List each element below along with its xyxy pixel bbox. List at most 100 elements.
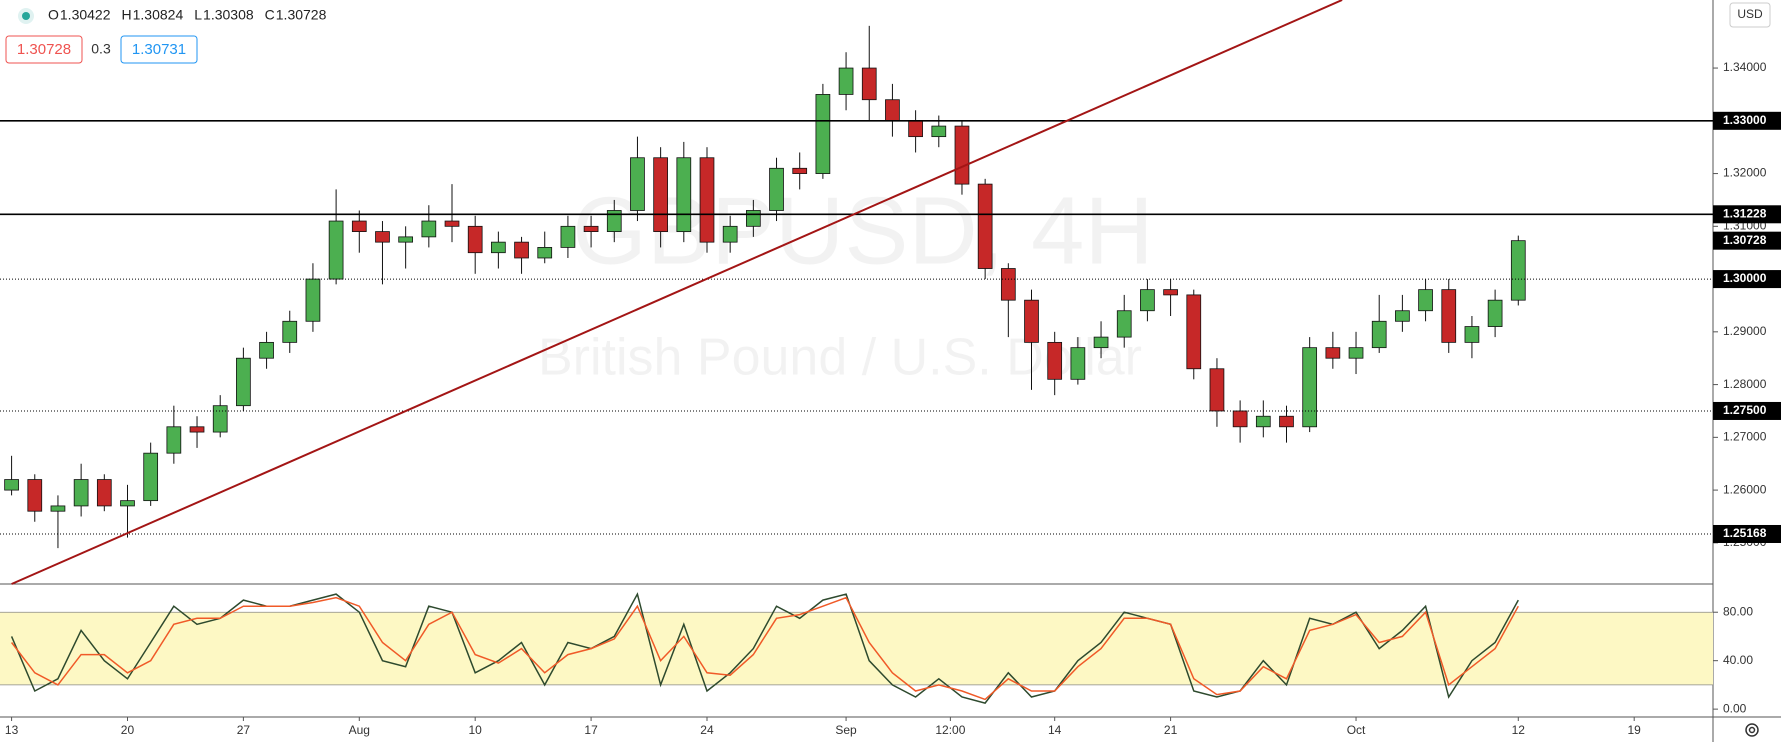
level-label: 1.30000 [1723,271,1767,285]
candle-body [398,236,414,243]
x-tick-label: 10 [469,723,483,737]
ohlc-label: O [48,7,59,23]
sell-price[interactable]: 1.30728 [17,41,71,58]
candle-body [699,157,715,243]
x-tick-label: 24 [700,723,714,737]
candle-body [421,220,437,238]
candle-body [4,479,19,491]
ohlc-value: 1.30728 [276,7,327,23]
x-tick-label: 21 [1164,723,1178,737]
level-label: 1.31228 [1723,206,1767,220]
y-tick-label: 40.00 [1723,653,1753,667]
candle-body [1255,415,1271,428]
candle-body [630,157,645,211]
candle-body [1395,310,1410,322]
candle-body [1510,240,1526,301]
candle-body [769,167,784,211]
candle-body [259,341,274,359]
candle-body [375,231,390,243]
settings-icon[interactable] [1745,723,1759,737]
candle-body [1209,368,1225,412]
candle-body [838,67,854,95]
candle-body [444,220,460,227]
candle-body [722,225,738,243]
candle-body [1302,347,1318,428]
level-label: 1.33000 [1723,113,1767,127]
candle-body [537,247,553,259]
level-tag [1713,524,1781,543]
candle-body [653,157,668,232]
x-tick-label: 12 [1512,723,1526,737]
candle-body [676,157,692,232]
ohlc-label: H [122,7,132,23]
x-tick-label: 13 [5,723,19,737]
x-tick-label: 27 [237,723,251,737]
stoch-line [10,592,1519,704]
candle-body [305,278,321,322]
candle-body [1024,299,1039,343]
candle-body [1464,326,1480,343]
x-tick-label: 20 [121,723,135,737]
level-tag [1713,401,1781,420]
trend-line [11,0,1343,585]
level-tag [1713,111,1781,130]
candle-body [236,357,251,407]
candle-body [1325,347,1341,359]
level-label: 1.25168 [1723,526,1767,540]
candle-body [954,125,970,185]
stoch-line [11,596,1519,701]
candle-body [1418,289,1433,312]
buy-box[interactable] [120,35,198,64]
y-tick-label: 1.34000 [1723,60,1767,74]
y-tick-label: 1.29000 [1723,324,1767,338]
candle-body [1000,268,1016,301]
level-tag [1713,205,1781,224]
y-tick-label: 80.00 [1723,604,1753,618]
status-dot[interactable] [22,12,30,20]
candle-body [861,67,877,101]
ohlc-label: C [265,7,275,23]
y-tick-label: 1.28000 [1723,377,1767,391]
watermark-sub: British Pound / U.S. Dollar [538,329,1142,387]
candle-body [328,220,344,280]
candle-body [1348,347,1364,359]
candle-body [1186,294,1202,370]
watermark: GBPUSD, 4H [572,177,1153,284]
ohlc-label: L [194,7,202,23]
candle-body [491,241,506,254]
candle-body [815,94,831,174]
candle-body [282,320,298,343]
candle-body [467,225,483,254]
currency-box[interactable] [1729,2,1771,28]
y-tick-label: 1.26000 [1723,482,1767,496]
level-label: 1.27500 [1723,403,1767,417]
x-tick-label: Sep [835,723,857,737]
candle-body [606,210,622,232]
x-tick-label: 17 [584,723,598,737]
candle-body [931,125,947,138]
sell-box[interactable] [5,35,83,64]
candle-body [212,405,228,433]
candle-body [885,99,900,122]
y-tick-label: 1.32000 [1723,166,1767,180]
currency[interactable]: USD [1737,7,1763,21]
level-tag [1713,231,1781,250]
buy-price[interactable]: 1.30731 [132,41,186,58]
x-tick-label: Oct [1347,723,1366,737]
candle-body [1140,289,1155,312]
candle-body [96,479,112,507]
ohlc-value: 1.30824 [133,7,184,23]
level-label: 1.30728 [1723,233,1767,247]
candle-body [166,426,182,454]
candle-body [560,225,576,248]
y-tick-label: 0.00 [1723,701,1747,715]
candle-body [1371,320,1387,349]
candle-body [351,220,367,232]
x-tick-label: 14 [1048,723,1062,737]
candle-body [908,120,923,138]
candle-body [73,479,89,507]
x-tick-label: 19 [1628,723,1642,737]
candle-body [514,241,529,259]
y-tick-label: 1.27000 [1723,430,1767,444]
